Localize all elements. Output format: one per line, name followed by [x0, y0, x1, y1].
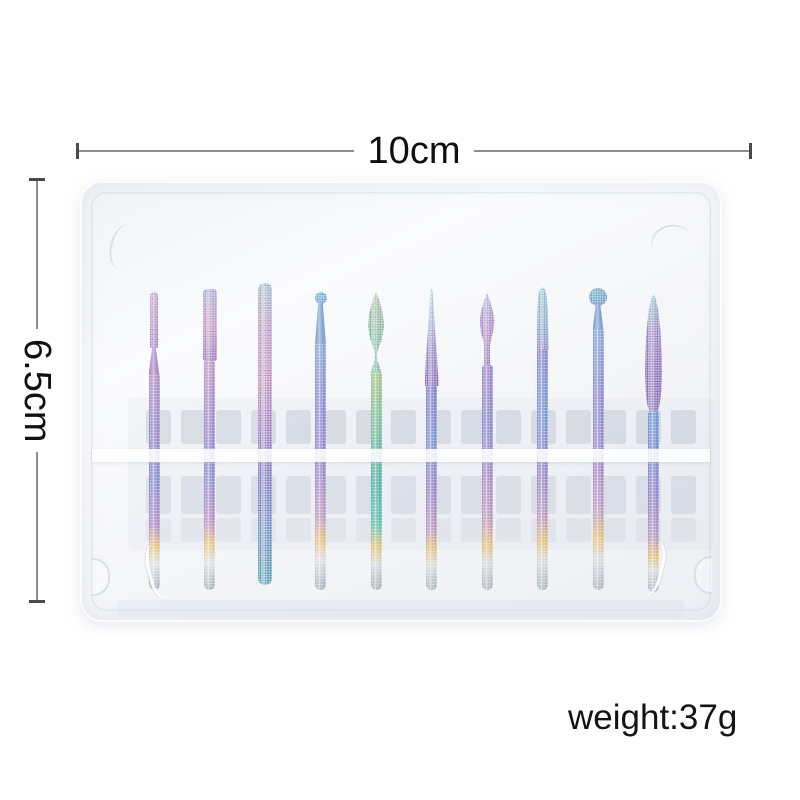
barrel-bit-shaft [204, 360, 215, 590]
ball-bit-tip [589, 288, 607, 306]
bit-slot [496, 518, 521, 542]
ball-bit-tip [592, 304, 604, 330]
bit-slot [286, 410, 311, 444]
needle-cylinder-bit-shaft [148, 374, 160, 590]
bit-slot [216, 410, 241, 444]
bit-slot [286, 518, 311, 542]
small-ball-bit-tip [314, 292, 327, 304]
dimension-tick-right [749, 143, 753, 159]
bit-slot [566, 518, 591, 542]
round-top-stick-bit-tip [258, 283, 272, 585]
tapered-round-bit-tip [536, 287, 549, 350]
storage-case [80, 181, 722, 622]
bit-slot [601, 518, 626, 542]
dimension-tick-top [29, 178, 45, 181]
tapered-round-bit-shaft [537, 349, 548, 590]
bit-slot [181, 410, 206, 444]
bud-bit-shaft [481, 365, 493, 590]
barrel-bit-tip [202, 289, 217, 361]
slender-cone-bit-shaft [426, 385, 437, 590]
bit-slot [216, 518, 241, 542]
dimension-line-top-segment [35, 181, 39, 329]
large-flame-bit-shaft [648, 411, 659, 592]
bit-slot [391, 476, 416, 514]
small-ball-bit-shaft [315, 343, 326, 590]
bit-slot [671, 410, 696, 444]
weight-label: weight:37g [568, 698, 738, 737]
dimension-tick-bottom [29, 600, 45, 604]
dimension-tick-left [76, 143, 79, 159]
bit-slot [286, 476, 311, 514]
bit-slot [671, 518, 696, 542]
flame-waist-bit-shaft [370, 372, 382, 590]
bit-slot [671, 476, 696, 514]
bit-slot [601, 410, 626, 444]
width-label: 10cm [367, 130, 461, 172]
case-bottom-ledge [118, 600, 684, 617]
large-flame-bit-tip [645, 294, 662, 412]
dimension-line-bottom-segment [35, 452, 39, 601]
bit-tray [128, 398, 714, 550]
bit-slot [181, 476, 206, 514]
retainer-bar [92, 449, 710, 462]
bit-slot [496, 476, 521, 514]
needle-cylinder-bit-tip [148, 346, 160, 375]
bit-slot [566, 476, 591, 514]
bit-slot [601, 476, 626, 514]
bit-slot [391, 518, 416, 542]
height-dimension: 6.5cm [16, 178, 58, 604]
bit-slot [496, 410, 521, 444]
bit-slot [181, 518, 206, 542]
dimension-line-right-segment [474, 149, 750, 153]
bit-slot [216, 476, 241, 514]
bit-slot [566, 410, 591, 444]
width-dimension: 10cm [76, 129, 753, 173]
dimension-line-left-segment [79, 149, 354, 153]
small-ball-bit-tip [315, 302, 326, 344]
needle-cylinder-bit-tip [150, 292, 158, 348]
height-label: 6.5cm [16, 338, 58, 443]
bit-slot [391, 410, 416, 444]
